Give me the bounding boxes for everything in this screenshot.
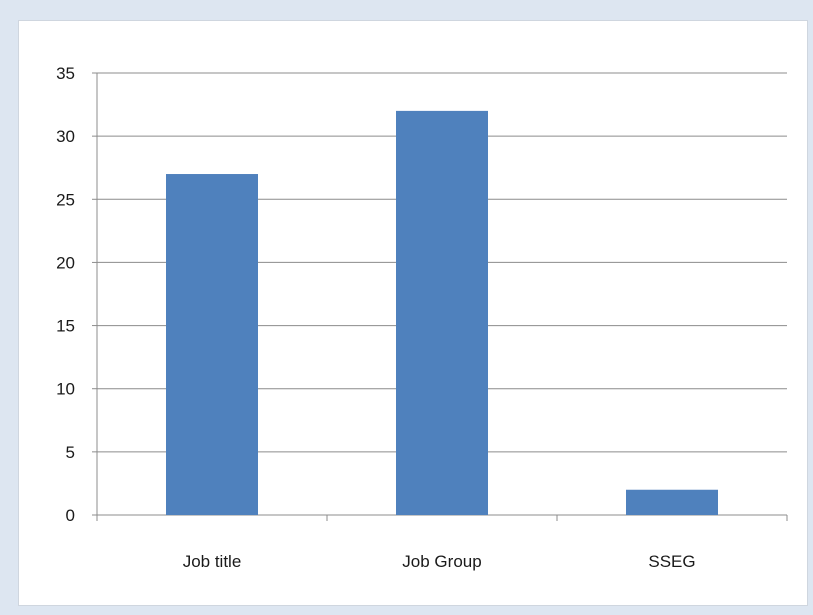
y-tick-label: 35	[56, 64, 75, 83]
y-tick-label: 30	[56, 127, 75, 146]
y-tick-label: 5	[66, 443, 75, 462]
y-tick-label: 15	[56, 317, 75, 336]
x-category-label: Job title	[183, 552, 242, 571]
y-tick-label: 10	[56, 380, 75, 399]
bar-job-title	[166, 174, 258, 515]
y-tick-label: 0	[66, 506, 75, 525]
y-tick-label: 25	[56, 190, 75, 209]
x-category-label: Job Group	[402, 552, 481, 571]
bar-job-group	[396, 110, 488, 515]
y-tick-label: 20	[56, 253, 75, 272]
x-category-label: SSEG	[648, 552, 695, 571]
bar-sseg	[626, 489, 718, 515]
